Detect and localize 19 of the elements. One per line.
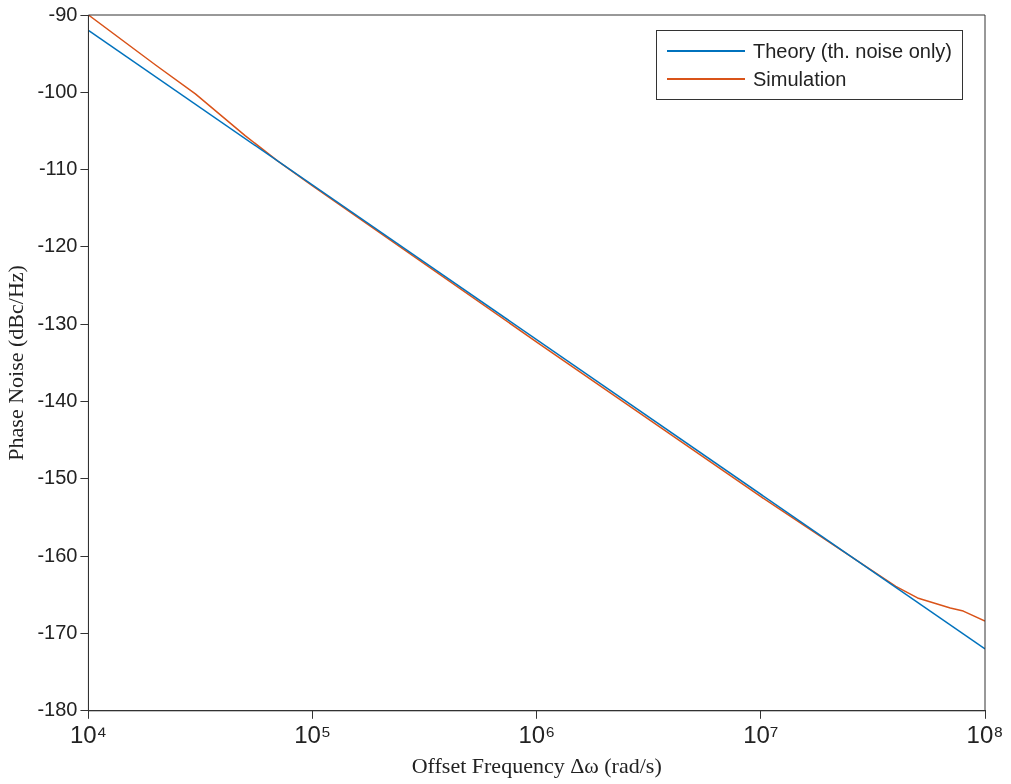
x-tick-label: 10⁶ — [518, 720, 555, 748]
x-tick-label: 10⁸ — [966, 720, 1004, 748]
x-tick-label: 10⁴ — [69, 720, 107, 748]
y-tick-label: -140 — [37, 389, 78, 412]
x-tick-label: 10⁵ — [294, 720, 331, 748]
y-tick-label: -150 — [37, 466, 78, 489]
x-axis-title: Offset Frequency Δω (rad/s) — [411, 752, 662, 778]
y-tick-label: -110 — [38, 157, 78, 180]
y-tick-label: -90 — [48, 2, 78, 25]
y-tick-label: -100 — [37, 79, 78, 102]
y-tick-label: -130 — [37, 311, 78, 334]
legend-label: Simulation — [753, 67, 847, 91]
y-tick-label: -120 — [37, 234, 78, 257]
y-tick-label: -160 — [37, 543, 78, 566]
x-tick-label: 10⁷ — [743, 720, 779, 748]
legend-label: Theory (th. noise only) — [753, 39, 952, 63]
y-axis-title: Phase Noise (dBc/Hz) — [2, 265, 28, 461]
y-tick-label: -180 — [37, 698, 78, 721]
y-tick-label: -170 — [37, 621, 78, 643]
